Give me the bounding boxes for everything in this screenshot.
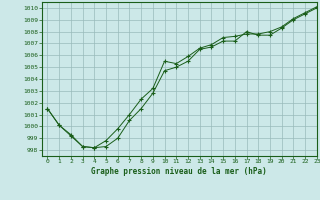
X-axis label: Graphe pression niveau de la mer (hPa): Graphe pression niveau de la mer (hPa) [91,167,267,176]
